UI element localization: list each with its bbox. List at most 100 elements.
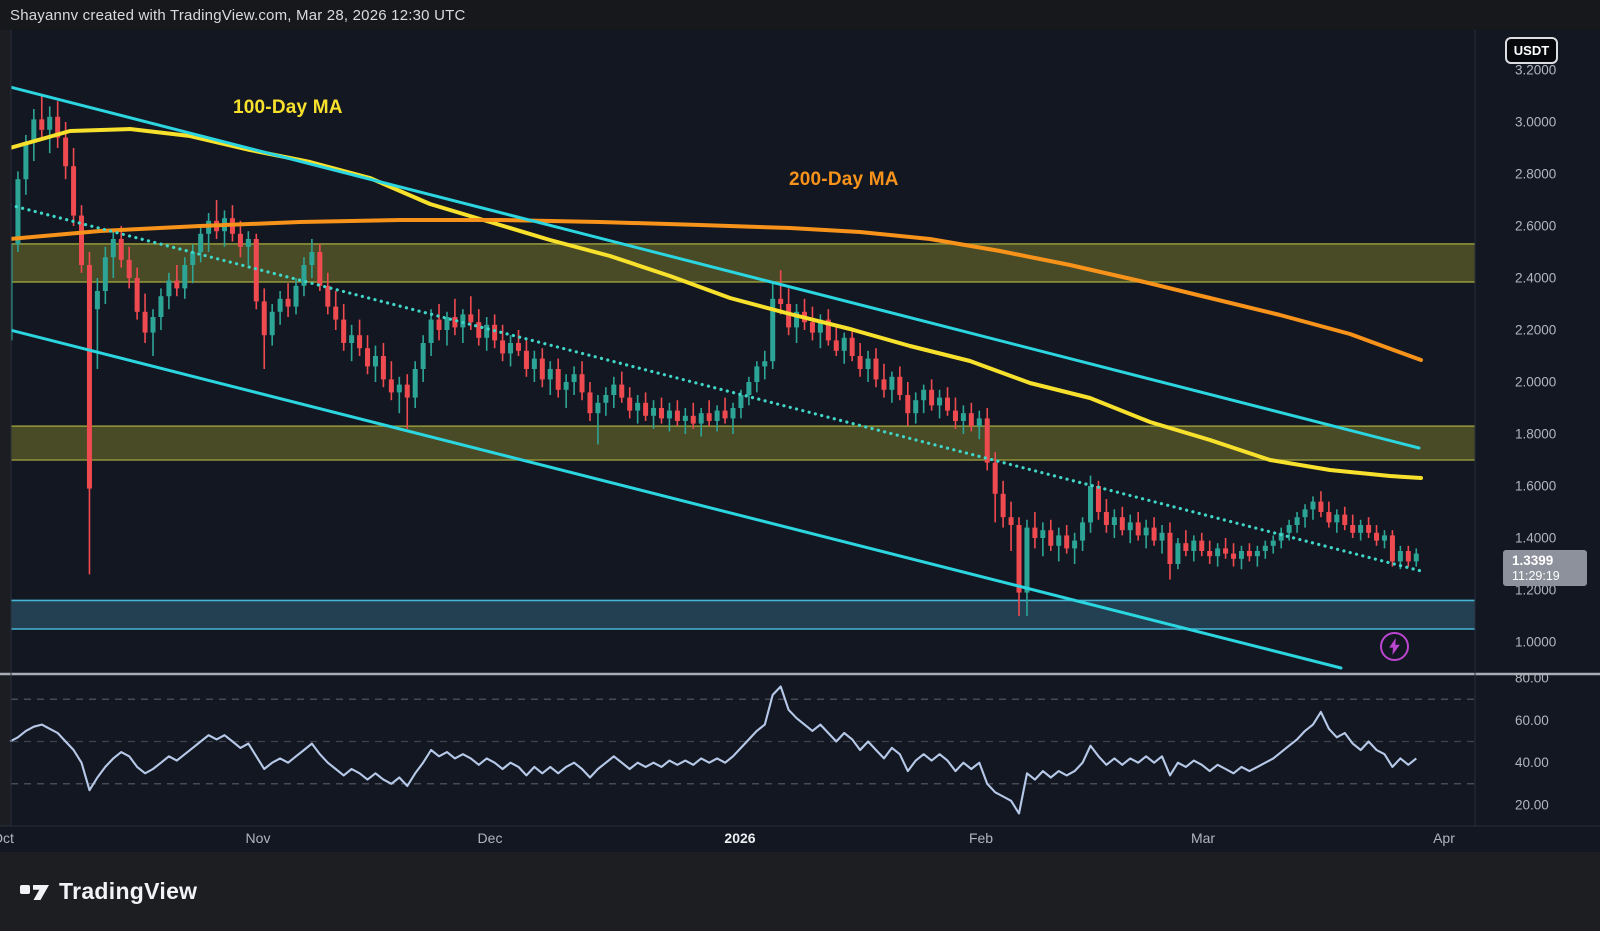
candle-body bbox=[460, 314, 466, 328]
candle-body bbox=[11, 244, 13, 341]
candle-body bbox=[190, 252, 196, 265]
candle-body bbox=[619, 384, 625, 398]
candle-body bbox=[1016, 525, 1022, 593]
candle-body bbox=[1318, 501, 1324, 512]
candle-body bbox=[666, 410, 672, 419]
candle-body bbox=[134, 278, 140, 312]
candle-body bbox=[595, 402, 601, 414]
candle-body bbox=[1143, 527, 1149, 536]
rsi-line bbox=[9, 685, 1417, 815]
candle-body bbox=[984, 418, 990, 463]
lower-channel-line[interactable] bbox=[10, 328, 1343, 670]
candle-body bbox=[428, 319, 434, 343]
time-tick-label: Feb bbox=[969, 830, 993, 846]
ma200-label: 200-Day MA bbox=[789, 169, 899, 190]
candle-body bbox=[1183, 543, 1189, 551]
candle-body bbox=[508, 343, 514, 354]
price-tick-label: 3.0000 bbox=[1515, 115, 1556, 130]
candle-body bbox=[55, 116, 61, 138]
candle-body bbox=[1048, 530, 1054, 546]
ma200-line bbox=[11, 218, 1423, 362]
candle-body bbox=[817, 319, 823, 333]
price-scale[interactable]: 3.2000 3.0000 2.8000 2.6000 2.4000 2.2000 2.00… bbox=[1515, 63, 1556, 813]
candle-body bbox=[1270, 540, 1276, 546]
quote-currency-button[interactable]: USDT bbox=[1505, 37, 1558, 64]
ma100-label: 100-Day MA bbox=[233, 97, 343, 118]
lightning-icon bbox=[1389, 638, 1400, 655]
rsi-tick-label: 20.00 bbox=[1515, 798, 1549, 813]
candle-body bbox=[182, 265, 188, 289]
candle-body bbox=[86, 265, 92, 489]
candle-body bbox=[142, 311, 148, 333]
candle-body bbox=[126, 259, 132, 278]
candle-body bbox=[468, 314, 474, 323]
candle-body bbox=[285, 298, 291, 307]
candle-body bbox=[333, 306, 339, 320]
candle-body bbox=[746, 382, 752, 395]
candle-body bbox=[71, 166, 77, 216]
candle-body bbox=[762, 361, 768, 367]
candle-body bbox=[1326, 512, 1332, 523]
candle-body bbox=[1103, 512, 1109, 525]
candle-body bbox=[309, 252, 315, 265]
price-tick-label: 2.8000 bbox=[1515, 167, 1556, 182]
candle-body bbox=[1111, 517, 1117, 525]
candle-body bbox=[1231, 553, 1237, 559]
candle-body bbox=[865, 358, 871, 369]
candle-body bbox=[1191, 540, 1197, 551]
candle-body bbox=[1056, 535, 1062, 546]
candle-body bbox=[476, 322, 482, 338]
candle-body bbox=[1223, 548, 1229, 554]
candle-body bbox=[39, 119, 45, 130]
candle-body bbox=[301, 265, 307, 286]
candle-body bbox=[1254, 551, 1260, 557]
candle-body bbox=[1286, 525, 1292, 533]
candle-body bbox=[1080, 522, 1086, 541]
candle-body bbox=[770, 298, 776, 362]
candle-body bbox=[1119, 517, 1125, 531]
candle-body bbox=[1334, 514, 1340, 523]
candle-body bbox=[1088, 486, 1094, 523]
last-price-value: 1.3399 bbox=[1512, 553, 1554, 568]
upper-channel-line[interactable] bbox=[10, 85, 1421, 450]
candle-body bbox=[921, 389, 927, 401]
candle-body bbox=[79, 215, 85, 265]
candle-body bbox=[1040, 530, 1046, 538]
price-tick-label: 2.0000 bbox=[1515, 375, 1556, 390]
tradingview-logo[interactable]: TradingView bbox=[20, 878, 197, 905]
left-gutter bbox=[0, 30, 11, 826]
candle-body bbox=[587, 392, 593, 414]
time-scale[interactable]: Oct Nov Dec 2026 Feb Mar Apr bbox=[0, 830, 1455, 846]
candle-body bbox=[500, 340, 506, 354]
candle-body bbox=[905, 395, 911, 414]
price-zones bbox=[11, 243, 1475, 630]
candle-body bbox=[1151, 527, 1157, 541]
candle-body bbox=[555, 369, 561, 390]
rsi-tick-label: 40.00 bbox=[1515, 755, 1549, 770]
candle-body bbox=[1032, 527, 1038, 538]
time-tick-label: Dec bbox=[478, 830, 503, 846]
candle-body bbox=[412, 369, 418, 398]
candle-body bbox=[881, 379, 887, 390]
candle-body bbox=[706, 413, 712, 421]
attribution-text: Shayannv created with TradingView.com, M… bbox=[10, 6, 466, 24]
last-price-badge: 1.3399 11:29:19 bbox=[1503, 550, 1587, 586]
time-tick-label: Mar bbox=[1191, 830, 1215, 846]
support-zone-lower bbox=[11, 600, 1475, 629]
candle-body bbox=[420, 343, 426, 369]
flash-button[interactable] bbox=[1380, 632, 1409, 661]
time-tick-label: 2026 bbox=[724, 830, 755, 846]
candle-body bbox=[825, 319, 831, 341]
candle-body bbox=[1238, 551, 1244, 559]
price-tick-label: 1.6000 bbox=[1515, 479, 1556, 494]
candle-body bbox=[1278, 532, 1284, 541]
bar-close-countdown: 11:29:19 bbox=[1512, 569, 1560, 583]
candle-body bbox=[484, 324, 490, 338]
candle-body bbox=[809, 322, 815, 333]
time-tick-label: Apr bbox=[1433, 830, 1455, 846]
price-tick-label: 2.4000 bbox=[1515, 271, 1556, 286]
candle-body bbox=[1064, 535, 1070, 549]
candle-body bbox=[1342, 514, 1348, 525]
candle-body bbox=[349, 335, 355, 343]
